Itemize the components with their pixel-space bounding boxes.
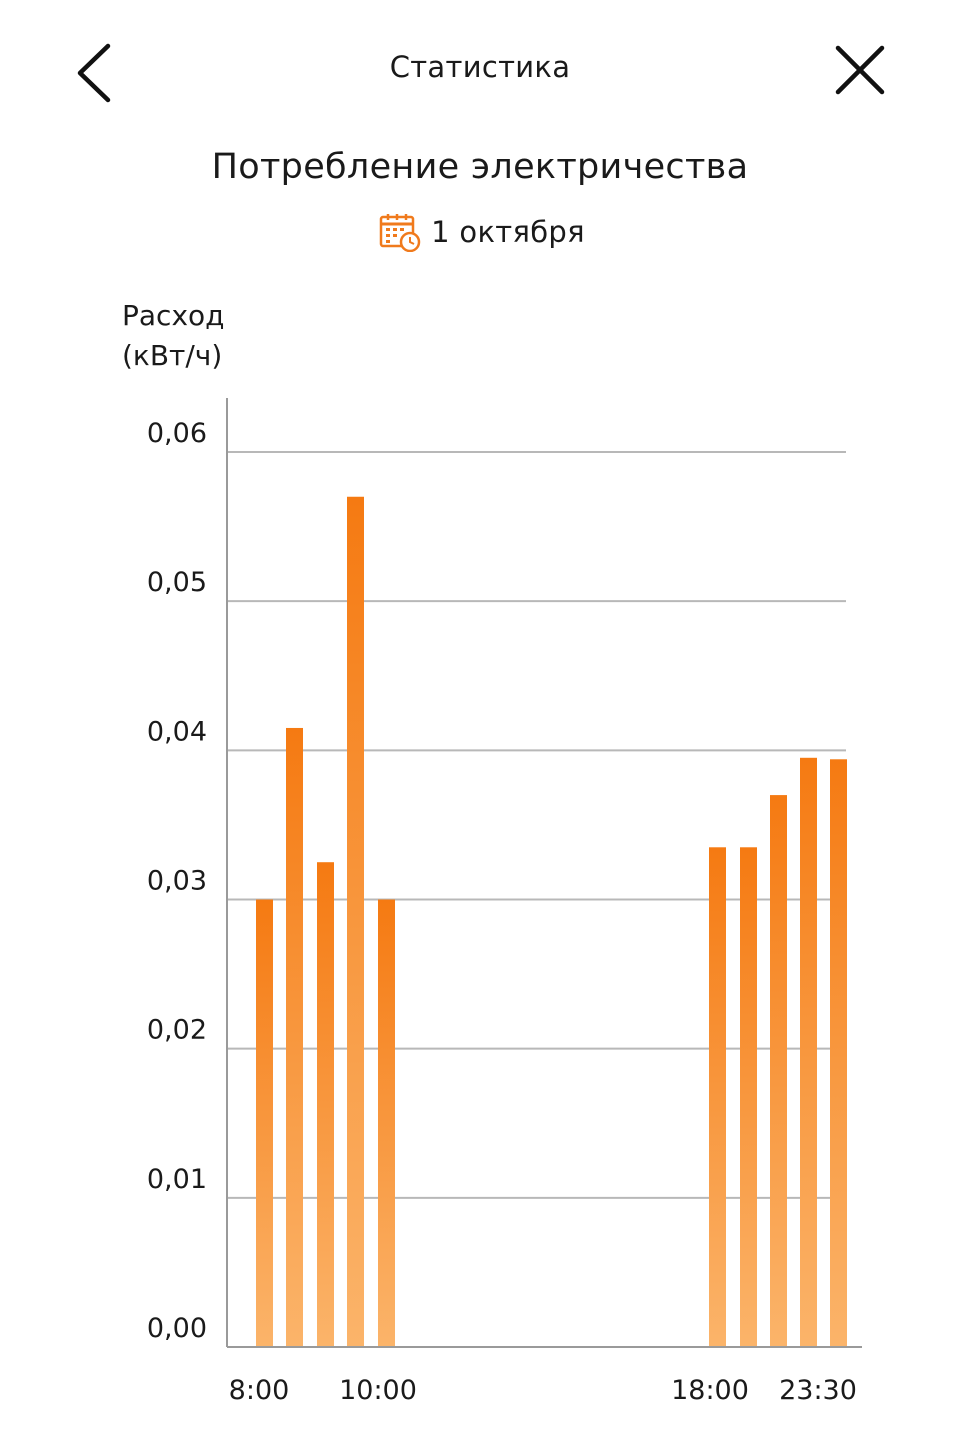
bar [317,862,334,1347]
date-selector[interactable]: 1 октября [0,212,960,252]
bar [740,847,757,1347]
y-axis-label-line2: (кВт/ч) [122,339,223,372]
y-tick-label: 0,00 [147,1313,207,1344]
bar [378,899,395,1347]
chevron-left-icon [77,43,111,103]
y-tick-labels: 0,00 0,01 0,02 0,03 0,04 0,05 0,06 [147,418,207,1344]
y-tick-label: 0,04 [147,716,207,747]
y-tick-label: 0,06 [147,418,207,449]
bar [347,496,364,1347]
page-title: Статистика [389,50,571,84]
axes [226,398,862,1348]
calendar-clock-icon [379,214,421,252]
close-icon [835,45,885,95]
x-tick-labels: 8:00 10:00 18:00 23:30 [229,1375,857,1406]
y-axis-label: Расход (кВт/ч) [122,296,225,376]
date-label: 1 октября [431,215,585,249]
chart-title: Потребление электричества [211,147,749,187]
bar [770,795,787,1347]
x-tick-label: 23:30 [779,1375,857,1406]
bars [256,496,847,1347]
y-tick-label: 0,01 [147,1164,207,1195]
back-button[interactable] [62,38,126,108]
bar [830,759,847,1347]
y-tick-label: 0,05 [147,567,207,598]
x-tick-label: 18:00 [671,1375,749,1406]
y-axis-label-line1: Расход [122,299,225,332]
bar [286,727,303,1347]
bar [709,847,726,1347]
bar [800,757,817,1347]
y-tick-label: 0,02 [147,1015,207,1046]
y-tick-label: 0,03 [147,866,207,897]
x-tick-label: 8:00 [229,1375,290,1406]
x-tick-label: 10:00 [339,1375,417,1406]
close-button[interactable] [826,38,896,108]
bar [256,899,273,1347]
